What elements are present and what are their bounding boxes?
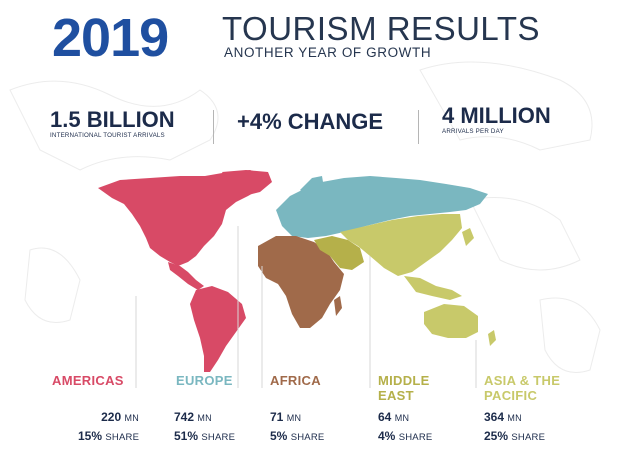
region-africa-share: 5% [270,429,288,443]
stat-change-value: +4% CHANGE [237,109,384,134]
stat-divider [213,110,214,144]
map-madagascar [334,296,342,316]
region-africa-arrivals: 71 [270,410,284,424]
region-asia-pacific-stats: 364 MN 25% SHARE [484,410,545,445]
stat-change: +4% CHANGE [237,110,383,134]
region-americas: AMERICAS [52,373,124,388]
map-greenland [222,170,272,196]
region-asia-pacific-share: 25% [484,429,509,443]
region-africa-arrivals-unit: MN [286,413,302,423]
stat-per-day-label: ARRIVALS PER DAY [442,128,504,135]
region-americas-arrivals: 220 [101,410,122,424]
region-middle-east-share-unit: SHARE [398,432,433,443]
map-americas-north [98,170,268,266]
region-asia-pacific-name: ASIA & THE PACIFIC [484,373,561,403]
region-americas-stats: 220 MN 15% SHARE [78,410,139,445]
page-title: TOURISM RESULTS [222,10,540,47]
region-europe-name: EUROPE [176,373,233,388]
stat-arrivals-label: INTERNATIONAL TOURIST ARRIVALS [50,132,165,139]
map-asia [340,214,462,276]
region-middle-east-share: 4% [378,429,396,443]
map-southeast-asia [404,276,462,300]
region-asia-pacific-arrivals: 364 [484,410,505,424]
region-europe: EUROPE [176,373,233,388]
region-asia-pacific-share-unit: SHARE [511,432,546,443]
region-middle-east-arrivals-unit: MN [394,413,410,423]
region-middle-east: MIDDLE EAST [378,373,456,403]
region-europe-share: 51% [174,429,199,443]
year-heading: 2019 [52,8,169,68]
region-europe-arrivals-unit: MN [197,413,212,423]
stat-per-day: 4 MILLION ARRIVALS PER DAY [442,103,551,136]
page-subtitle: ANOTHER YEAR OF GROWTH [224,45,432,60]
map-americas-south [190,286,246,372]
stat-per-day-value: 4 MILLION [442,103,551,128]
map-middle-east [314,236,364,270]
region-europe-arrivals: 742 [174,410,195,424]
stat-arrivals-value: 1.5 BILLION [50,107,175,132]
region-africa-stats: 71 MN 5% SHARE [270,410,324,445]
map-new-zealand [488,330,496,346]
stat-divider [418,110,419,144]
region-asia-pacific-arrivals-unit: MN [507,413,522,423]
map-australia [424,304,478,338]
region-americas-share: 15% [78,429,103,443]
region-americas-arrivals-unit: MN [124,413,140,423]
region-europe-share-unit: SHARE [201,432,236,443]
region-middle-east-arrivals: 64 [378,410,392,424]
map-scandinavia [300,176,324,196]
stat-arrivals: 1.5 BILLION INTERNATIONAL TOURIST ARRIVA… [50,107,175,140]
region-europe-stats: 742 MN 51% SHARE [174,410,235,445]
map-americas-central [168,262,204,290]
region-africa-share-unit: SHARE [290,432,325,443]
region-asia-pacific: ASIA & THE PACIFIC [484,373,584,403]
region-africa-name: AFRICA [270,373,321,388]
region-americas-name: AMERICAS [52,373,124,388]
map-europe [276,176,488,238]
region-africa: AFRICA [270,373,321,388]
region-middle-east-stats: 64 MN 4% SHARE [378,410,432,445]
map-japan [462,228,474,246]
region-middle-east-name: MIDDLE EAST [378,373,430,403]
region-americas-share-unit: SHARE [105,432,140,443]
map-africa [258,236,344,328]
